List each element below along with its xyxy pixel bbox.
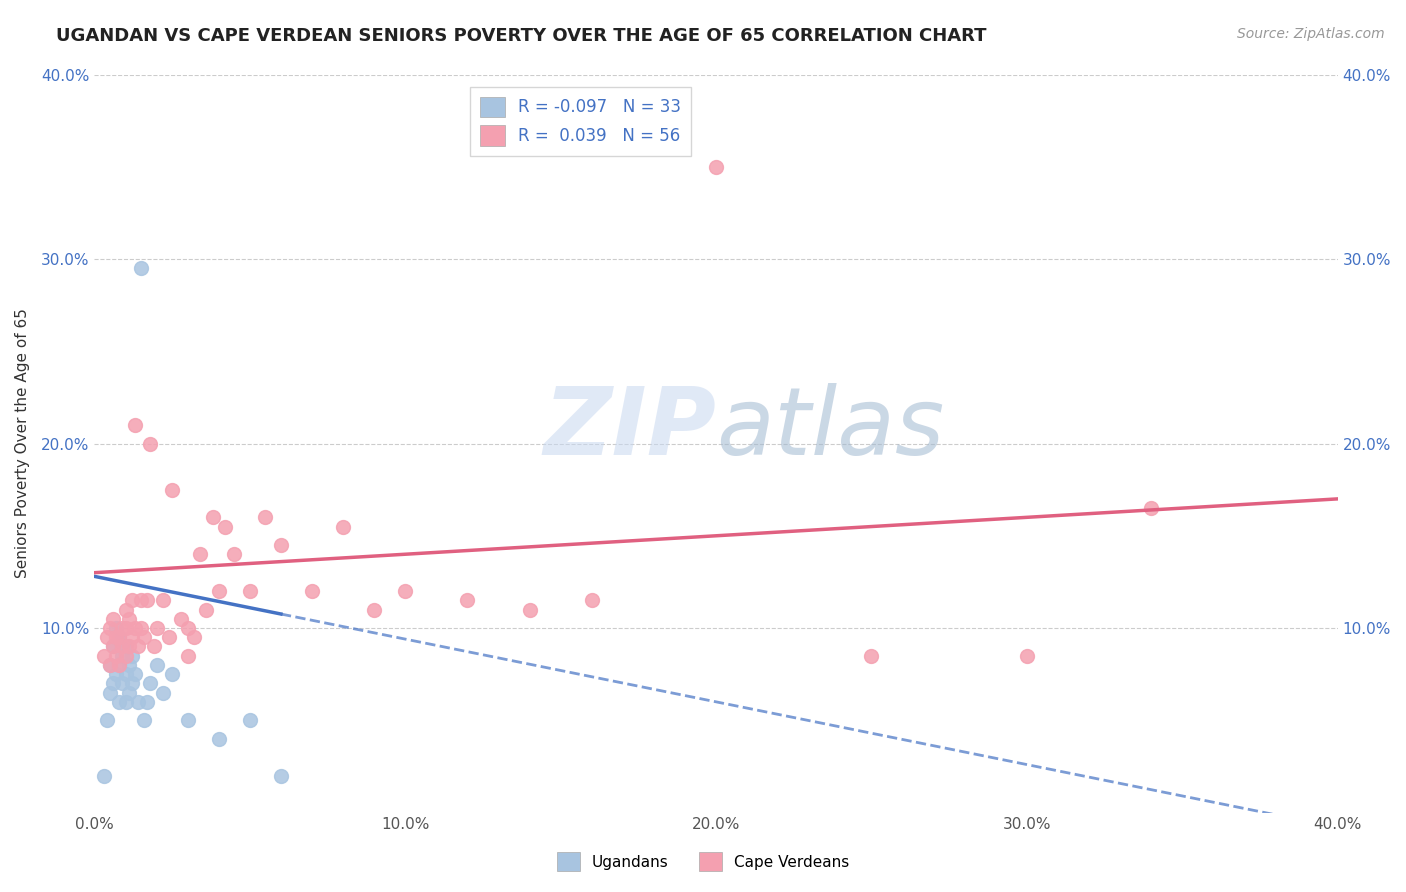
Text: atlas: atlas [716,384,945,475]
Point [124,621,146,635]
Point [152,593,174,607]
Text: UGANDAN VS CAPE VERDEAN SENIORS POVERTY OVER THE AGE OF 65 CORRELATION CHART: UGANDAN VS CAPE VERDEAN SENIORS POVERTY … [56,27,987,45]
Point [111,640,134,654]
Point [201,510,224,524]
Point [136,593,159,607]
Point [145,621,167,635]
Point [118,640,141,654]
Point [101,676,124,690]
Point [224,547,246,561]
Point [98,657,121,672]
Point [136,695,159,709]
Point [145,657,167,672]
Point [114,621,136,635]
Point [121,676,143,690]
Point [208,584,231,599]
Point [101,640,124,654]
Point [98,621,121,635]
Point [183,630,205,644]
Point [208,731,231,746]
Point [139,436,162,450]
Point [101,612,124,626]
Point [239,713,262,727]
Point [129,593,152,607]
Point [239,584,262,599]
Point [139,676,162,690]
Point [363,602,385,616]
Point [108,630,131,644]
Point [96,630,118,644]
Point [177,621,200,635]
Point [134,630,156,644]
Legend: R = -0.097   N = 33, R =  0.039   N = 56: R = -0.097 N = 33, R = 0.039 N = 56 [470,87,690,155]
Point [160,483,183,497]
Point [111,648,134,663]
Point [114,602,136,616]
Y-axis label: Seniors Poverty Over the Age of 65: Seniors Poverty Over the Age of 65 [15,309,30,579]
Point [118,657,141,672]
Point [214,519,236,533]
Point [394,584,416,599]
Point [111,676,134,690]
Point [519,602,541,616]
Point [105,648,128,663]
Text: Source: ZipAtlas.com: Source: ZipAtlas.com [1237,27,1385,41]
Point [114,667,136,681]
Legend: Ugandans, Cape Verdeans: Ugandans, Cape Verdeans [551,847,855,877]
Point [1140,501,1163,516]
Point [170,612,193,626]
Point [270,769,292,783]
Point [108,657,131,672]
Point [456,593,478,607]
Point [111,621,134,635]
Text: ZIP: ZIP [543,383,716,475]
Point [114,695,136,709]
Point [101,640,124,654]
Point [160,667,183,681]
Point [121,648,143,663]
Point [129,261,152,276]
Point [121,630,143,644]
Point [188,547,211,561]
Point [704,160,727,174]
Point [114,640,136,654]
Point [152,685,174,699]
Point [177,713,200,727]
Point [134,713,156,727]
Point [105,630,128,644]
Point [177,648,200,663]
Point [254,510,277,524]
Point [108,657,131,672]
Point [105,667,128,681]
Point [124,418,146,433]
Point [195,602,218,616]
Point [581,593,603,607]
Point [118,685,141,699]
Point [860,648,883,663]
Point [127,640,149,654]
Point [108,630,131,644]
Point [127,695,149,709]
Point [98,685,121,699]
Point [93,769,115,783]
Point [124,667,146,681]
Point [121,593,143,607]
Point [108,695,131,709]
Point [93,648,115,663]
Point [301,584,323,599]
Point [157,630,180,644]
Point [114,648,136,663]
Point [332,519,354,533]
Point [270,538,292,552]
Point [1015,648,1038,663]
Point [129,621,152,635]
Point [118,612,141,626]
Point [98,657,121,672]
Point [142,640,165,654]
Point [105,621,128,635]
Point [96,713,118,727]
